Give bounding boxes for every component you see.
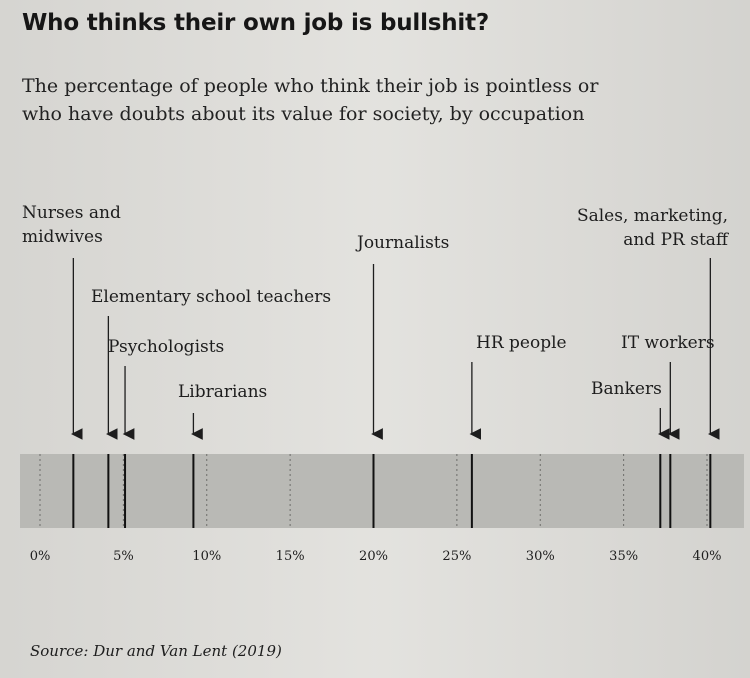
x-tick-label: 40% — [693, 549, 722, 564]
x-tick-label: 20% — [359, 549, 388, 564]
category-label: Librarians — [178, 382, 267, 402]
x-tick-label: 35% — [609, 549, 638, 564]
category-label-line: midwives — [22, 227, 103, 247]
x-tick-label: 0% — [30, 549, 51, 564]
chart-title: Who thinks their own job is bullshit? — [22, 10, 490, 36]
category-label: Elementary school teachers — [91, 287, 331, 307]
category-label: Psychologists — [108, 337, 224, 357]
chart-subtitle: The percentage of people who think their… — [22, 72, 722, 128]
category-label-line: Sales, marketing, — [577, 206, 728, 226]
source-note: Source: Dur and Van Lent (2019) — [30, 642, 282, 660]
x-tick-label: 15% — [276, 549, 305, 564]
category-label-line: Librarians — [178, 382, 267, 402]
x-tick-label: 30% — [526, 549, 555, 564]
category-label-line: IT workers — [621, 333, 715, 353]
category-label: Nurses and midwives — [22, 203, 121, 247]
category-label: Journalists — [355, 233, 449, 253]
category-label-line: Journalists — [355, 233, 449, 253]
category-label-line: Bankers — [591, 379, 662, 399]
category-label-line: Psychologists — [108, 337, 224, 357]
x-tick-label: 10% — [192, 549, 221, 564]
category-label-line: Nurses and — [22, 203, 121, 223]
category-label-line: HR people — [476, 333, 567, 353]
x-tick-label: 25% — [442, 549, 471, 564]
subtitle-line-2: who have doubts about its value for soci… — [22, 103, 585, 125]
category-label: Sales, marketing, and PR staff — [577, 206, 730, 250]
category-label-line: and PR staff — [623, 230, 730, 250]
category-label-line: Elementary school teachers — [91, 287, 331, 307]
subtitle-line-1: The percentage of people who think their… — [22, 75, 599, 97]
category-label: IT workers — [621, 333, 715, 353]
category-label: Bankers — [591, 379, 662, 399]
category-label: HR people — [476, 333, 567, 353]
x-tick-label: 5% — [113, 549, 134, 564]
chart-band — [20, 454, 744, 528]
